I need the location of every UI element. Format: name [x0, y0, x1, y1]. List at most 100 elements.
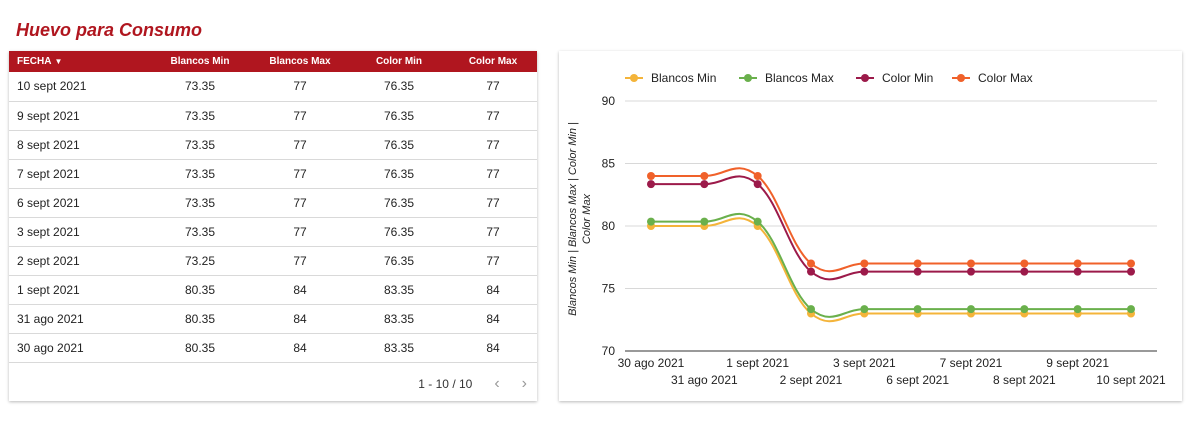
data-point[interactable]	[1020, 259, 1029, 268]
series-line	[651, 212, 1131, 318]
legend-marker	[744, 74, 752, 82]
chart-legend: Blancos Min Blancos Max Color Min Color Max	[625, 71, 1033, 85]
cell-blancos-max: 77	[251, 217, 349, 247]
cell-blancos-max: 84	[251, 304, 349, 334]
data-point[interactable]	[1127, 305, 1135, 314]
table-header-row: FECHA ▼ Blancos Min Blancos Max Color Min…	[9, 51, 537, 72]
data-point[interactable]	[967, 259, 975, 268]
cell-blancos-max: 84	[251, 333, 349, 363]
cell-blancos-max: 84	[251, 275, 349, 305]
cell-color-min: 83.35	[349, 304, 449, 334]
table-row: 3 sept 2021 73.35 77 76.35 77	[9, 217, 537, 247]
data-point[interactable]	[913, 267, 922, 276]
x-tick-label: 10 sept 2021	[1096, 373, 1166, 387]
data-point[interactable]	[647, 180, 655, 189]
table-row: 30 ago 2021 80.35 84 83.35 84	[9, 333, 537, 363]
cell-fecha: 10 sept 2021	[9, 72, 149, 102]
cell-fecha: 9 sept 2021	[9, 101, 149, 131]
cell-color-max: 77	[449, 246, 537, 276]
data-point[interactable]	[1020, 267, 1029, 276]
cell-color-min: 76.35	[349, 101, 449, 131]
data-point[interactable]	[967, 267, 975, 276]
legend-marker	[630, 74, 638, 82]
table-row: 9 sept 2021 73.35 77 76.35 77	[9, 101, 537, 131]
cell-color-max: 84	[449, 275, 537, 305]
data-point[interactable]	[700, 180, 709, 189]
x-tick-label: 7 sept 2021	[940, 356, 1003, 370]
data-table: FECHA ▼ Blancos Min Blancos Max Color Min…	[9, 51, 537, 363]
data-point[interactable]	[1020, 305, 1029, 314]
cell-fecha: 8 sept 2021	[9, 130, 149, 160]
column-header-fecha[interactable]: FECHA ▼	[9, 51, 149, 72]
data-point[interactable]	[647, 172, 655, 180]
data-point[interactable]	[753, 172, 762, 180]
x-tick-label: 3 sept 2021	[833, 356, 896, 370]
cell-fecha: 30 ago 2021	[9, 333, 149, 363]
data-point[interactable]	[807, 267, 815, 276]
y-axis-label-wrap: Color Max	[581, 193, 593, 244]
data-point[interactable]	[967, 305, 975, 314]
data-point[interactable]	[860, 267, 869, 276]
data-point[interactable]	[913, 259, 922, 268]
x-tick-label: 2 sept 2021	[780, 373, 843, 387]
legend-marker	[861, 74, 869, 82]
cell-color-max: 77	[449, 101, 537, 131]
column-header-label: FECHA	[17, 56, 52, 67]
y-axis-ticks: 70 75 80 85 90	[602, 94, 616, 358]
legend-label: Blancos Max	[765, 71, 834, 85]
data-point[interactable]	[860, 259, 869, 268]
legend-label: Blancos Min	[651, 71, 716, 85]
legend-label: Color Min	[882, 71, 933, 85]
cell-fecha: 6 sept 2021	[9, 188, 149, 218]
y-tick-label: 90	[602, 94, 616, 108]
chevron-left-icon[interactable]: ‹	[494, 375, 500, 392]
data-point[interactable]	[647, 217, 655, 226]
cell-color-max: 84	[449, 333, 537, 363]
chevron-right-icon[interactable]: ›	[521, 375, 527, 392]
page-title: Huevo para Consumo	[16, 20, 203, 40]
chart-gridlines	[625, 100, 1157, 352]
x-tick-label: 30 ago 2021	[618, 356, 685, 370]
cell-color-min: 83.35	[349, 275, 449, 305]
cell-blancos-min: 73.35	[149, 72, 251, 102]
column-header-blancos-min[interactable]: Blancos Min	[149, 51, 251, 72]
data-point[interactable]	[1073, 267, 1082, 276]
data-point[interactable]	[860, 305, 869, 314]
data-point[interactable]	[1073, 305, 1082, 314]
data-point[interactable]	[753, 217, 762, 226]
sort-desc-icon: ▼	[54, 57, 63, 66]
data-point[interactable]	[807, 305, 815, 314]
data-point[interactable]	[1073, 259, 1082, 268]
y-tick-label: 70	[602, 344, 616, 358]
table-row: 7 sept 2021 73.35 77 76.35 77	[9, 159, 537, 189]
cell-color-min: 76.35	[349, 130, 449, 160]
cell-color-max: 77	[449, 188, 537, 218]
data-point[interactable]	[913, 305, 922, 314]
y-axis-label: Blancos Min | Blancos Max | Color Min |	[567, 122, 579, 316]
cell-blancos-max: 77	[251, 188, 349, 218]
legend-label: Color Max	[978, 71, 1033, 85]
cell-color-min: 76.35	[349, 188, 449, 218]
line-chart: Blancos Min Blancos Max Color Min Color Max…	[567, 71, 1166, 387]
chart-series	[647, 167, 1135, 323]
cell-color-max: 77	[449, 217, 537, 247]
cell-color-min: 83.35	[349, 333, 449, 363]
cell-fecha: 2 sept 2021	[9, 246, 149, 276]
data-table-card: FECHA ▼ Blancos Min Blancos Max Color Min…	[9, 51, 537, 401]
cell-blancos-max: 77	[251, 159, 349, 189]
cell-color-min: 76.35	[349, 217, 449, 247]
cell-color-max: 77	[449, 159, 537, 189]
x-axis-ticks: 30 ago 2021 31 ago 2021 1 sept 2021 2 sept …	[618, 356, 1166, 387]
y-tick-label: 85	[602, 157, 616, 171]
data-point[interactable]	[700, 217, 709, 226]
data-point[interactable]	[1127, 267, 1135, 276]
data-point[interactable]	[753, 180, 762, 189]
data-point[interactable]	[1127, 259, 1135, 268]
x-tick-label: 8 sept 2021	[993, 373, 1056, 387]
cell-blancos-min: 73.35	[149, 188, 251, 218]
column-header-color-min[interactable]: Color Min	[349, 51, 449, 72]
column-header-color-max[interactable]: Color Max	[449, 51, 537, 72]
data-point[interactable]	[700, 172, 709, 180]
column-header-blancos-max[interactable]: Blancos Max	[251, 51, 349, 72]
data-point[interactable]	[807, 259, 815, 268]
